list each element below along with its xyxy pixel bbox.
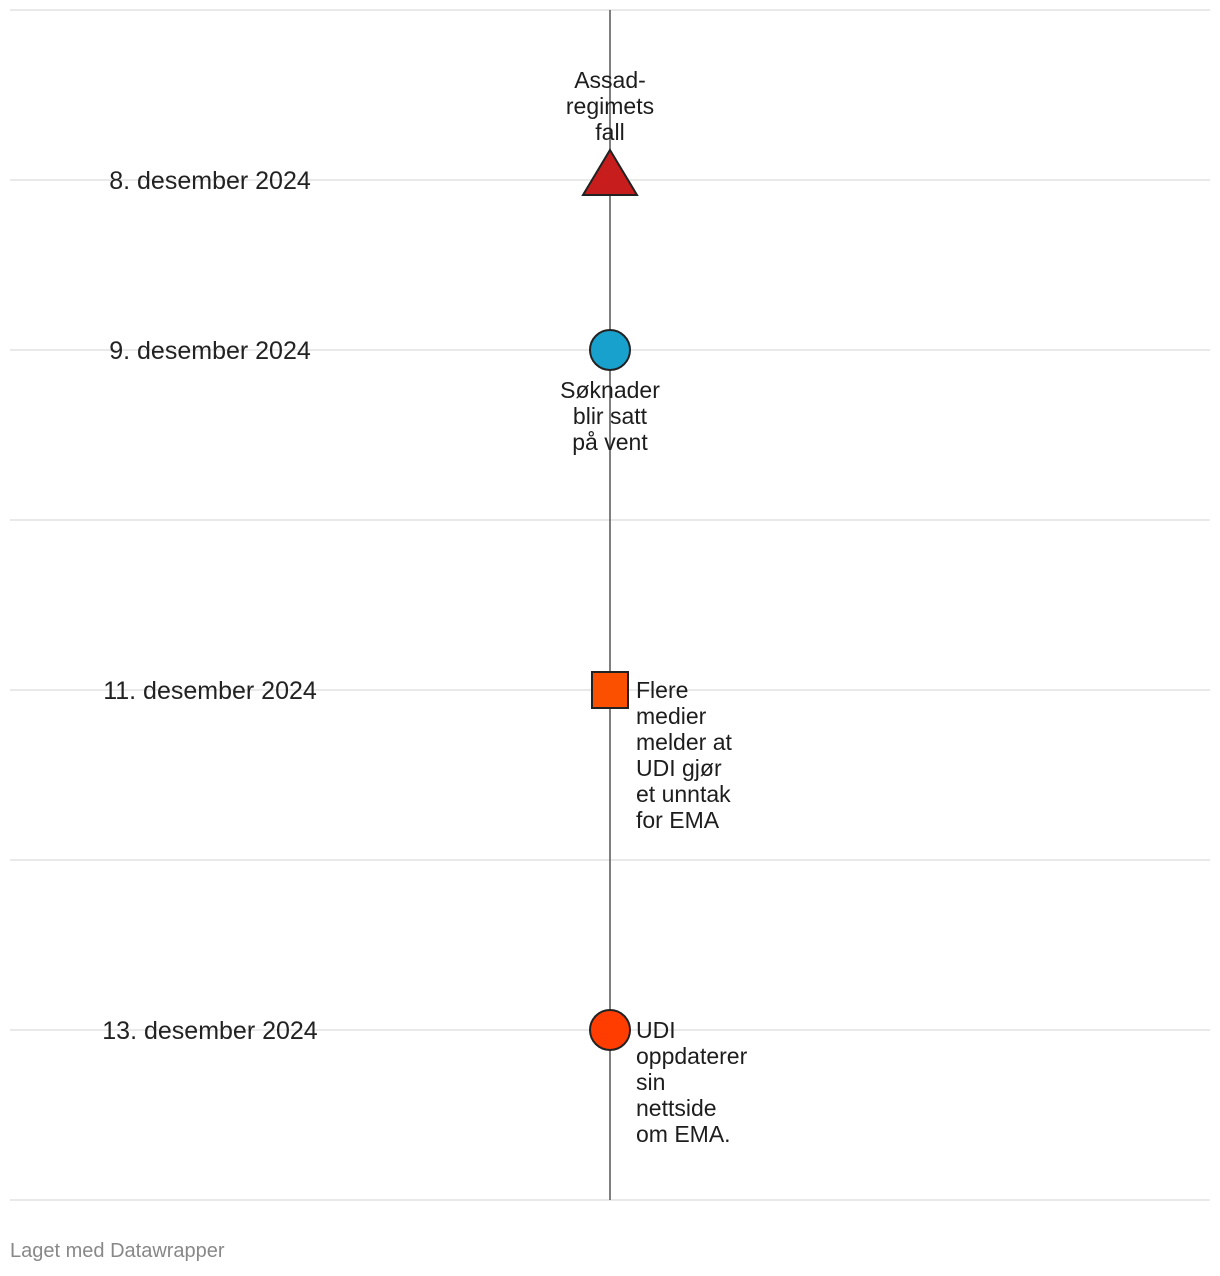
event-label: fall (595, 119, 624, 145)
event-marker-triangle (581, 148, 639, 196)
date-label: 9. desember 2024 (109, 337, 311, 365)
event-marker-square (591, 671, 629, 709)
date-label: 8. desember 2024 (109, 167, 311, 195)
event-label: medier (636, 703, 707, 729)
event-label: om EMA. (636, 1121, 731, 1147)
footer-credit[interactable]: Laget med Datawrapper (10, 1240, 225, 1262)
event-marker-circle (589, 1009, 631, 1051)
event-label: regimets (566, 93, 654, 119)
event-label: på vent (572, 429, 648, 455)
event-label: et unntak (636, 781, 731, 807)
event-label: oppdaterer (636, 1043, 748, 1069)
event-label: sin (636, 1069, 665, 1095)
event-label: Flere (636, 677, 688, 703)
event-marker-circle (589, 329, 631, 371)
event-label: Søknader (560, 377, 660, 403)
event-label: UDI gjør (636, 755, 722, 781)
event-label: blir satt (573, 403, 648, 429)
timeline-chart: 8. desember 2024 9. desember 2024 11. dese… (10, 9, 1210, 1201)
event-markers (581, 148, 639, 1051)
event-label: melder at (636, 729, 732, 755)
date-label: 11. desember 2024 (103, 677, 317, 705)
event-label: UDI (636, 1017, 676, 1043)
date-label: 13. desember 2024 (102, 1017, 318, 1045)
event-label: for EMA (636, 807, 720, 833)
event-label: Assad- (574, 67, 646, 93)
event-label: nettside (636, 1095, 717, 1121)
date-labels: 8. desember 2024 9. desember 2024 11. dese… (102, 167, 318, 1045)
